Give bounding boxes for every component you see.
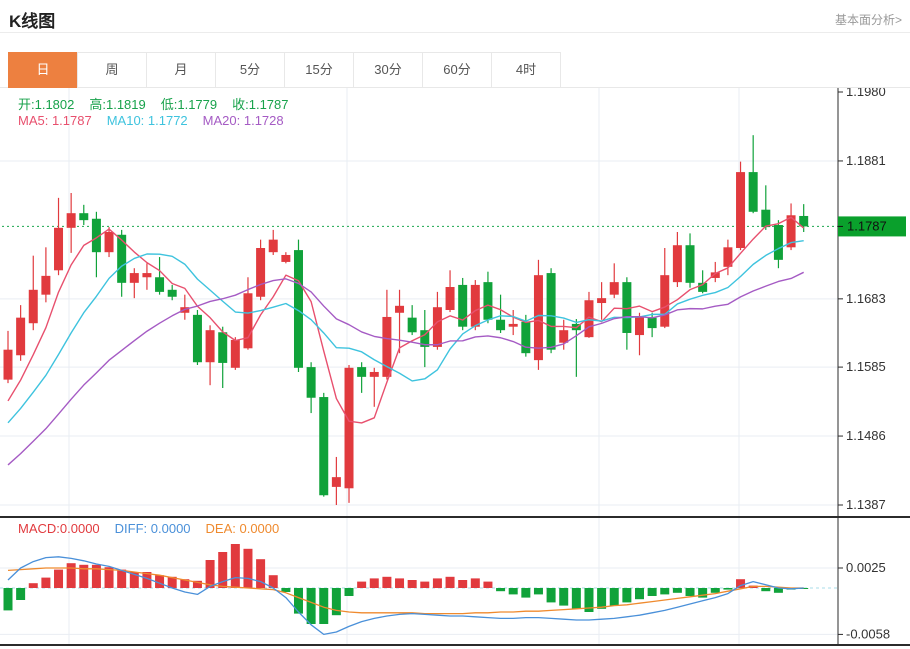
close-value: 收:1.1787 bbox=[232, 97, 289, 112]
svg-text:1.1683: 1.1683 bbox=[846, 291, 886, 306]
tab-day[interactable]: 日 bbox=[8, 52, 78, 88]
ma5-value: MA5: 1.1787 bbox=[18, 113, 92, 128]
ma-legend: MA5: 1.1787 MA10: 1.1772 MA20: 1.1728 bbox=[18, 113, 299, 128]
tab-30min[interactable]: 30分 bbox=[353, 52, 423, 88]
macd-legend: MACD:0.0000 DIFF: 0.0000 DEA: 0.0000 bbox=[18, 521, 294, 536]
svg-text:1.1787: 1.1787 bbox=[847, 218, 887, 233]
low-value: 低:1.1779 bbox=[160, 97, 218, 112]
period-tabbar: 日周月 5分 15分 30分 60分 4时 bbox=[8, 52, 561, 88]
ohlc-legend: 开:1.1802 高:1.1819 低:1.1779 收:1.1787 bbox=[18, 94, 304, 113]
high-value: 高:1.1819 bbox=[89, 97, 146, 112]
svg-text:1.1486: 1.1486 bbox=[846, 428, 886, 443]
svg-text:1.1881: 1.1881 bbox=[846, 153, 886, 168]
tab-60min[interactable]: 60分 bbox=[422, 52, 492, 88]
ma20-value: MA20: 1.1728 bbox=[202, 113, 284, 128]
svg-text:1.1387: 1.1387 bbox=[846, 497, 886, 512]
open-value: 开:1.1802 bbox=[18, 97, 75, 112]
dea-value: DEA: 0.0000 bbox=[205, 521, 280, 536]
ma10-value: MA10: 1.1772 bbox=[106, 113, 188, 128]
macd-value: MACD:0.0000 bbox=[18, 521, 100, 536]
svg-text:1.1585: 1.1585 bbox=[846, 359, 886, 374]
tab-week[interactable]: 周 bbox=[77, 52, 147, 88]
fundamental-analysis-link[interactable]: 基本面分析> bbox=[834, 13, 902, 27]
svg-text:0.0025: 0.0025 bbox=[846, 560, 886, 575]
kline-chart-canvas[interactable]: 1.1980 1.1881 1.1683 1.1585 1.1486 1.1387 0.00… bbox=[0, 88, 910, 649]
tab-15min[interactable]: 15分 bbox=[284, 52, 354, 88]
diff-value: DIFF: 0.0000 bbox=[114, 521, 191, 536]
widget-header: K线图 基本面分析> bbox=[0, 0, 910, 33]
tab-4hour[interactable]: 4时 bbox=[491, 52, 561, 88]
svg-text:1.1980: 1.1980 bbox=[846, 88, 886, 99]
tab-month[interactable]: 月 bbox=[146, 52, 216, 88]
page-title: K线图 bbox=[9, 12, 56, 31]
svg-text:-0.0058: -0.0058 bbox=[846, 626, 890, 641]
tab-5min[interactable]: 5分 bbox=[215, 52, 285, 88]
